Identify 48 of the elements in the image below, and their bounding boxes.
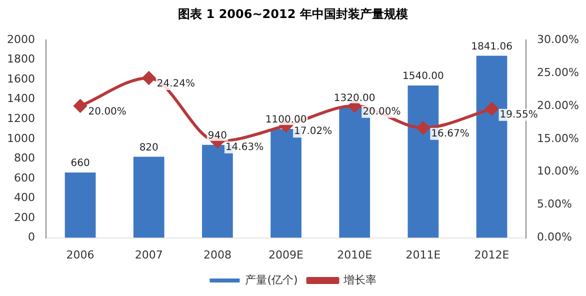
legend-label: 增长率 [342, 273, 376, 286]
data-label: 20.00% [88, 106, 126, 118]
y-tick-label: 1200 [6, 112, 35, 125]
y-tick-label: 0 [28, 230, 35, 244]
x-tick-label: 2009E [268, 248, 304, 262]
data-label: 20.00% [362, 106, 401, 118]
point [485, 102, 498, 116]
y-tick-label: 400 [14, 191, 35, 204]
data-label: 820 [139, 142, 158, 154]
data-label: 1540.00 [402, 71, 444, 82]
chart-title: 图表 1 2006~2012 年中国封装产量规模 [177, 6, 409, 23]
y2-tick-label: 30.00% [537, 32, 580, 46]
data-label: 1841.06 [471, 41, 512, 52]
y-tick-label: 200 [14, 210, 35, 224]
x-tick-label: 2012E [474, 248, 510, 262]
point [74, 99, 87, 112]
y-tick-label: 1600 [6, 72, 35, 86]
y-tick-label: 600 [14, 171, 35, 184]
bar [64, 172, 96, 238]
y2-tick-label: 0.00% [537, 230, 572, 244]
point [142, 71, 156, 84]
y2-tick-label: 10.00% [537, 164, 580, 178]
data-label: 14.63% [225, 142, 264, 153]
data-label: 24.24% [156, 78, 196, 90]
point [416, 121, 430, 134]
data-label: 19.55% [500, 109, 538, 120]
data-label: 16.67% [431, 128, 470, 140]
data-label: 17.02% [294, 126, 332, 138]
y2-tick-label: 5.00% [537, 198, 572, 211]
y2-tick-label: 20.00% [537, 98, 580, 112]
legend-label: 产量(亿个) [245, 273, 298, 286]
data-label: 1320.00 [334, 92, 376, 104]
y2-tick-label: 25.00% [537, 66, 580, 79]
x-tick-label: 2007 [134, 248, 163, 262]
x-tick-label: 2008 [203, 248, 232, 262]
data-label: 1100.00 [265, 114, 307, 126]
y2-tick-label: 15.00% [537, 132, 580, 145]
data-label: 660 [70, 158, 90, 170]
data-label: 940 [208, 130, 227, 142]
x-tick-label: 2006 [66, 248, 94, 262]
y-tick-label: 800 [14, 152, 35, 165]
bar [133, 156, 164, 238]
x-tick-label: 2010E [337, 248, 372, 262]
x-tick-label: 2011E [406, 248, 441, 262]
y-tick-label: 1000 [6, 132, 35, 145]
y-tick-label: 2000 [6, 32, 35, 46]
y-tick-label: 1400 [6, 92, 35, 106]
y-tick-label: 1800 [6, 52, 35, 66]
